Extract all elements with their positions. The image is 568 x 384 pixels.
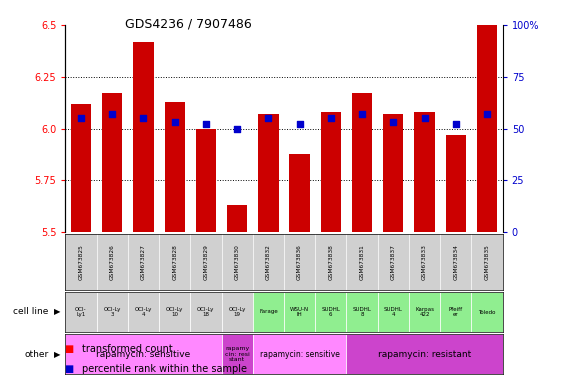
- Text: transformed count: transformed count: [82, 344, 173, 354]
- Point: [202, 121, 211, 127]
- Text: GSM673825: GSM673825: [78, 244, 83, 280]
- Bar: [440, 292, 471, 332]
- Point: [264, 115, 273, 121]
- Bar: [346, 334, 503, 374]
- Bar: [159, 292, 190, 332]
- Text: OCI-Ly
3: OCI-Ly 3: [103, 307, 121, 317]
- Bar: [196, 129, 216, 232]
- Bar: [409, 292, 440, 332]
- Bar: [315, 292, 346, 332]
- Text: OCI-Ly
10: OCI-Ly 10: [166, 307, 183, 317]
- Point: [358, 111, 367, 117]
- Text: OCI-Ly
18: OCI-Ly 18: [197, 307, 215, 317]
- Text: GDS4236 / 7907486: GDS4236 / 7907486: [125, 17, 252, 30]
- Text: GSM673837: GSM673837: [391, 244, 396, 280]
- Bar: [190, 292, 222, 332]
- Text: GSM673832: GSM673832: [266, 244, 271, 280]
- Point: [139, 115, 148, 121]
- Text: OCI-Ly
4: OCI-Ly 4: [135, 307, 152, 317]
- Bar: [471, 292, 503, 332]
- Point: [76, 115, 86, 121]
- Bar: [253, 334, 346, 374]
- Bar: [222, 292, 253, 332]
- Point: [295, 121, 304, 127]
- Point: [170, 119, 179, 126]
- Text: GSM673827: GSM673827: [141, 244, 146, 280]
- Bar: [71, 104, 91, 232]
- Text: ■: ■: [65, 344, 78, 354]
- Point: [326, 115, 335, 121]
- Text: ■: ■: [65, 364, 78, 374]
- Text: rapamycin: resistant: rapamycin: resistant: [378, 350, 471, 359]
- Bar: [97, 292, 128, 332]
- Point: [389, 119, 398, 126]
- Text: Toledo: Toledo: [478, 310, 496, 314]
- Bar: [352, 93, 372, 232]
- Text: ▶: ▶: [54, 350, 60, 359]
- Text: GSM673833: GSM673833: [422, 244, 427, 280]
- Bar: [133, 41, 153, 232]
- Point: [233, 126, 242, 132]
- Text: Karpas
422: Karpas 422: [415, 307, 434, 317]
- Bar: [346, 292, 378, 332]
- Text: GSM673829: GSM673829: [203, 244, 208, 280]
- Text: SUDHL
6: SUDHL 6: [321, 307, 340, 317]
- Bar: [284, 292, 315, 332]
- Text: GSM673835: GSM673835: [485, 244, 490, 280]
- Text: GSM673836: GSM673836: [297, 244, 302, 280]
- Text: Farage: Farage: [259, 310, 278, 314]
- Text: GSM673831: GSM673831: [360, 244, 365, 280]
- Text: GSM673834: GSM673834: [453, 244, 458, 280]
- Bar: [446, 135, 466, 232]
- Text: rapamy
cin: resi
stant: rapamy cin: resi stant: [225, 346, 249, 362]
- Text: GSM673838: GSM673838: [328, 244, 333, 280]
- Bar: [258, 114, 278, 232]
- Bar: [102, 93, 122, 232]
- Point: [451, 121, 460, 127]
- Text: Pfeiff
er: Pfeiff er: [449, 307, 463, 317]
- Text: percentile rank within the sample: percentile rank within the sample: [82, 364, 247, 374]
- Bar: [378, 292, 409, 332]
- Text: GSM673830: GSM673830: [235, 244, 240, 280]
- Bar: [477, 25, 497, 232]
- Bar: [165, 102, 185, 232]
- Text: WSU-N
IH: WSU-N IH: [290, 307, 309, 317]
- Point: [108, 111, 117, 117]
- Bar: [65, 292, 97, 332]
- Text: other: other: [24, 350, 48, 359]
- Bar: [222, 334, 253, 374]
- Bar: [227, 205, 247, 232]
- Bar: [253, 292, 284, 332]
- Text: ▶: ▶: [54, 308, 60, 316]
- Point: [420, 115, 429, 121]
- Bar: [128, 292, 159, 332]
- Point: [483, 111, 492, 117]
- Bar: [383, 114, 403, 232]
- Text: GSM673826: GSM673826: [110, 244, 115, 280]
- Text: SUDHL
8: SUDHL 8: [353, 307, 371, 317]
- Text: cell line: cell line: [13, 308, 48, 316]
- Text: rapamycin: sensitive: rapamycin: sensitive: [260, 350, 340, 359]
- Text: OCI-Ly
19: OCI-Ly 19: [228, 307, 246, 317]
- Text: SUDHL
4: SUDHL 4: [384, 307, 403, 317]
- Bar: [290, 154, 310, 232]
- Bar: [415, 112, 435, 232]
- Text: rapamycin: sensitive: rapamycin: sensitive: [97, 350, 190, 359]
- Bar: [65, 334, 222, 374]
- Text: GSM673828: GSM673828: [172, 244, 177, 280]
- Bar: [321, 112, 341, 232]
- Text: OCI-
Ly1: OCI- Ly1: [75, 307, 87, 317]
